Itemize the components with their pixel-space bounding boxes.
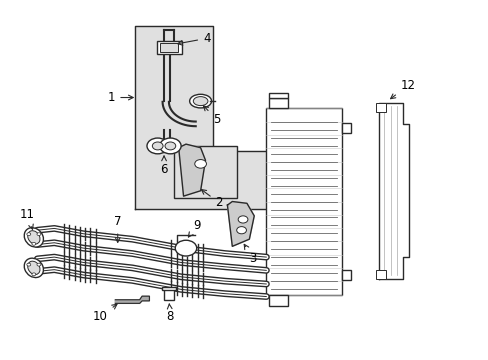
Text: 5: 5: [203, 106, 220, 126]
Polygon shape: [115, 296, 149, 303]
Bar: [375, 103, 385, 112]
Polygon shape: [378, 103, 408, 279]
Bar: [266, 108, 341, 295]
Circle shape: [147, 138, 168, 154]
Circle shape: [32, 242, 36, 245]
Bar: [162, 287, 175, 290]
Bar: [341, 270, 350, 280]
Ellipse shape: [24, 258, 43, 278]
Circle shape: [159, 138, 181, 154]
Polygon shape: [227, 202, 254, 246]
Bar: [375, 270, 385, 279]
Ellipse shape: [24, 228, 43, 247]
Bar: [341, 123, 350, 134]
Text: 2: 2: [201, 190, 223, 209]
Text: 4: 4: [177, 32, 210, 45]
Polygon shape: [135, 26, 283, 209]
Circle shape: [37, 233, 41, 235]
Polygon shape: [178, 144, 205, 196]
Circle shape: [32, 273, 36, 276]
Bar: [268, 98, 288, 108]
Bar: [268, 295, 288, 306]
Circle shape: [27, 263, 31, 266]
Ellipse shape: [193, 96, 207, 105]
Text: 3: 3: [244, 244, 256, 265]
Ellipse shape: [28, 231, 40, 244]
Text: 9: 9: [188, 219, 201, 237]
Bar: [163, 289, 173, 300]
Circle shape: [194, 159, 206, 168]
Bar: [160, 43, 177, 51]
Text: 1: 1: [107, 91, 133, 104]
Text: 12: 12: [390, 79, 415, 99]
Circle shape: [175, 240, 196, 256]
Text: 11: 11: [20, 208, 35, 229]
Bar: [157, 41, 182, 54]
Circle shape: [164, 142, 175, 150]
Text: 8: 8: [166, 304, 174, 323]
Circle shape: [236, 226, 246, 234]
Ellipse shape: [189, 94, 211, 108]
Bar: [268, 93, 288, 98]
Text: 6: 6: [160, 156, 167, 176]
Circle shape: [238, 216, 247, 223]
Text: 7: 7: [114, 215, 121, 242]
Circle shape: [37, 263, 41, 266]
Circle shape: [27, 233, 31, 235]
Bar: [173, 146, 237, 198]
Text: 10: 10: [93, 304, 117, 323]
Circle shape: [152, 142, 163, 150]
Ellipse shape: [28, 261, 40, 275]
